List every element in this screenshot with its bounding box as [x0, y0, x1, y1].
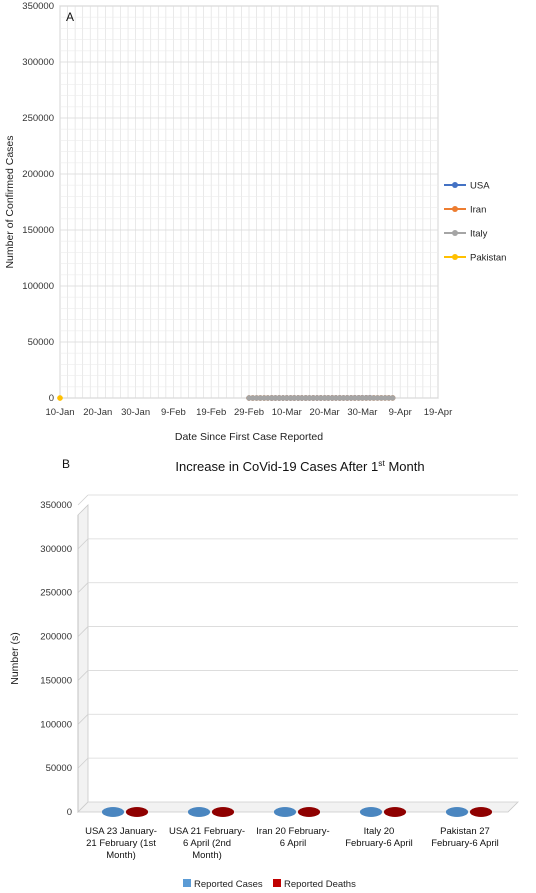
- y-tick-label-b: 0: [67, 807, 72, 818]
- bar-deaths-2: [298, 807, 320, 817]
- grid-diag-b: [77, 582, 89, 593]
- category-label-b: Month): [106, 850, 136, 861]
- y-tick-label-a: 50000: [28, 337, 54, 348]
- y-tick-label-b: 150000: [40, 675, 72, 686]
- bar-deaths-1: [212, 807, 234, 817]
- category-label-b: Italy 20: [364, 826, 395, 837]
- series-pakistan: [57, 395, 63, 401]
- category-label-b: February-6 April: [431, 838, 499, 849]
- y-tick-label-a: 350000: [22, 1, 54, 12]
- side-wall-b: [77, 504, 89, 813]
- legend-swatch-b: [183, 879, 191, 887]
- point-italy: [389, 395, 396, 401]
- x-tick-label-a: 19-Apr: [424, 407, 453, 418]
- x-tick-label-a: 29-Feb: [234, 407, 264, 418]
- point-pakistan: [57, 395, 63, 401]
- y-tick-label-a: 100000: [22, 281, 54, 292]
- y-tick-label-b: 250000: [40, 588, 72, 599]
- bar-cases-0: [102, 807, 124, 817]
- legend-a: [444, 182, 466, 260]
- y-tick-label-a: 300000: [22, 57, 54, 68]
- grid-diag-b: [77, 538, 89, 550]
- chart-title-b: Increase in CoVid-19 Cases After 1st Mon…: [175, 458, 424, 474]
- y-tick-label-a: 0: [49, 393, 54, 404]
- bar-cases-4: [446, 807, 468, 817]
- bar-deaths-3-top: [384, 807, 406, 817]
- bar-cases-2-top: [274, 807, 296, 817]
- y-tick-label-b: 100000: [40, 719, 72, 730]
- x-tick-label-a: 9-Apr: [389, 407, 412, 418]
- x-tick-label-a: 30-Jan: [121, 407, 150, 418]
- grid-diag-b: [77, 801, 89, 813]
- grid-diag-b: [77, 757, 89, 769]
- x-tick-label-a: 20-Jan: [83, 407, 112, 418]
- grid-diag-b: [77, 714, 89, 725]
- grid-diag-b: [77, 626, 89, 637]
- bar-cases-2: [274, 807, 296, 817]
- legend-marker: [452, 254, 458, 260]
- grid-a: [59, 5, 439, 399]
- legend-swatch-b: [273, 879, 281, 887]
- category-label-b: 21 February (1st: [86, 838, 156, 849]
- legend-marker: [452, 206, 458, 212]
- bar-cases-4-top: [446, 807, 468, 817]
- y-tick-label-b: 200000: [40, 632, 72, 643]
- legend-label-a: Iran: [470, 205, 486, 216]
- legend-label-a: USA: [470, 181, 490, 192]
- x-tick-label-a: 10-Mar: [272, 407, 302, 418]
- series-italy: [246, 395, 396, 401]
- legend-label-a: Italy: [470, 229, 488, 240]
- bar-cases-3: [360, 807, 382, 817]
- y-axis-title-b: Number (s): [9, 632, 21, 685]
- legend-label-b: Reported Cases: [194, 879, 263, 890]
- legend-b: [183, 879, 281, 887]
- y-tick-label-b: 50000: [46, 763, 72, 774]
- y-tick-label-a: 250000: [22, 113, 54, 124]
- legend-marker: [452, 230, 458, 236]
- title-superscript: st: [378, 458, 385, 468]
- title-main: Increase in CoVid-19 Cases After 1: [175, 459, 378, 474]
- legend-marker: [452, 182, 458, 188]
- bar-deaths-1-top: [212, 807, 234, 817]
- title-end: Month: [385, 459, 425, 474]
- bar-cases-0-top: [102, 807, 124, 817]
- category-label-b: February-6 April: [345, 838, 413, 849]
- panel-label-a: A: [66, 10, 74, 24]
- bar-deaths-2-top: [298, 807, 320, 817]
- category-label-b: 6 April (2nd: [183, 838, 231, 849]
- y-tick-label-a: 150000: [22, 225, 54, 236]
- bar-deaths-0-top: [126, 807, 148, 817]
- bar-deaths-4-top: [470, 807, 492, 817]
- x-axis-title-a: Date Since First Case Reported: [175, 431, 323, 443]
- legend-label-a: Pakistan: [470, 253, 506, 264]
- grid-b: [77, 494, 518, 813]
- bar-deaths-0: [126, 807, 148, 817]
- category-label-b: Iran 20 February-: [256, 826, 329, 837]
- x-tick-label-a: 19-Feb: [196, 407, 226, 418]
- bar-deaths-4: [470, 807, 492, 817]
- panel-label-b: B: [62, 457, 70, 471]
- y-axis-title-a: Number of Confirmed Cases: [4, 135, 16, 268]
- x-tick-label-a: 9-Feb: [161, 407, 186, 418]
- category-label-b: Pakistan 27: [440, 826, 490, 837]
- y-tick-label-b: 350000: [40, 500, 72, 511]
- bar-cases-3-top: [360, 807, 382, 817]
- category-label-b: USA 21 February-: [169, 826, 245, 837]
- y-tick-label-a: 200000: [22, 169, 54, 180]
- category-label-b: Month): [192, 850, 222, 861]
- bar-deaths-3: [384, 807, 406, 817]
- bar-cases-1-top: [188, 807, 210, 817]
- x-tick-label-a: 20-Mar: [310, 407, 340, 418]
- category-label-b: USA 23 January-: [85, 826, 157, 837]
- x-tick-label-a: 10-Jan: [45, 407, 74, 418]
- y-tick-label-b: 300000: [40, 544, 72, 555]
- bar-cases-1: [188, 807, 210, 817]
- grid-diag-b: [77, 670, 89, 681]
- legend-label-b: Reported Deaths: [284, 879, 356, 890]
- x-tick-label-a: 30-Mar: [347, 407, 377, 418]
- grid-diag-b: [77, 494, 89, 506]
- category-label-b: 6 April: [280, 838, 306, 849]
